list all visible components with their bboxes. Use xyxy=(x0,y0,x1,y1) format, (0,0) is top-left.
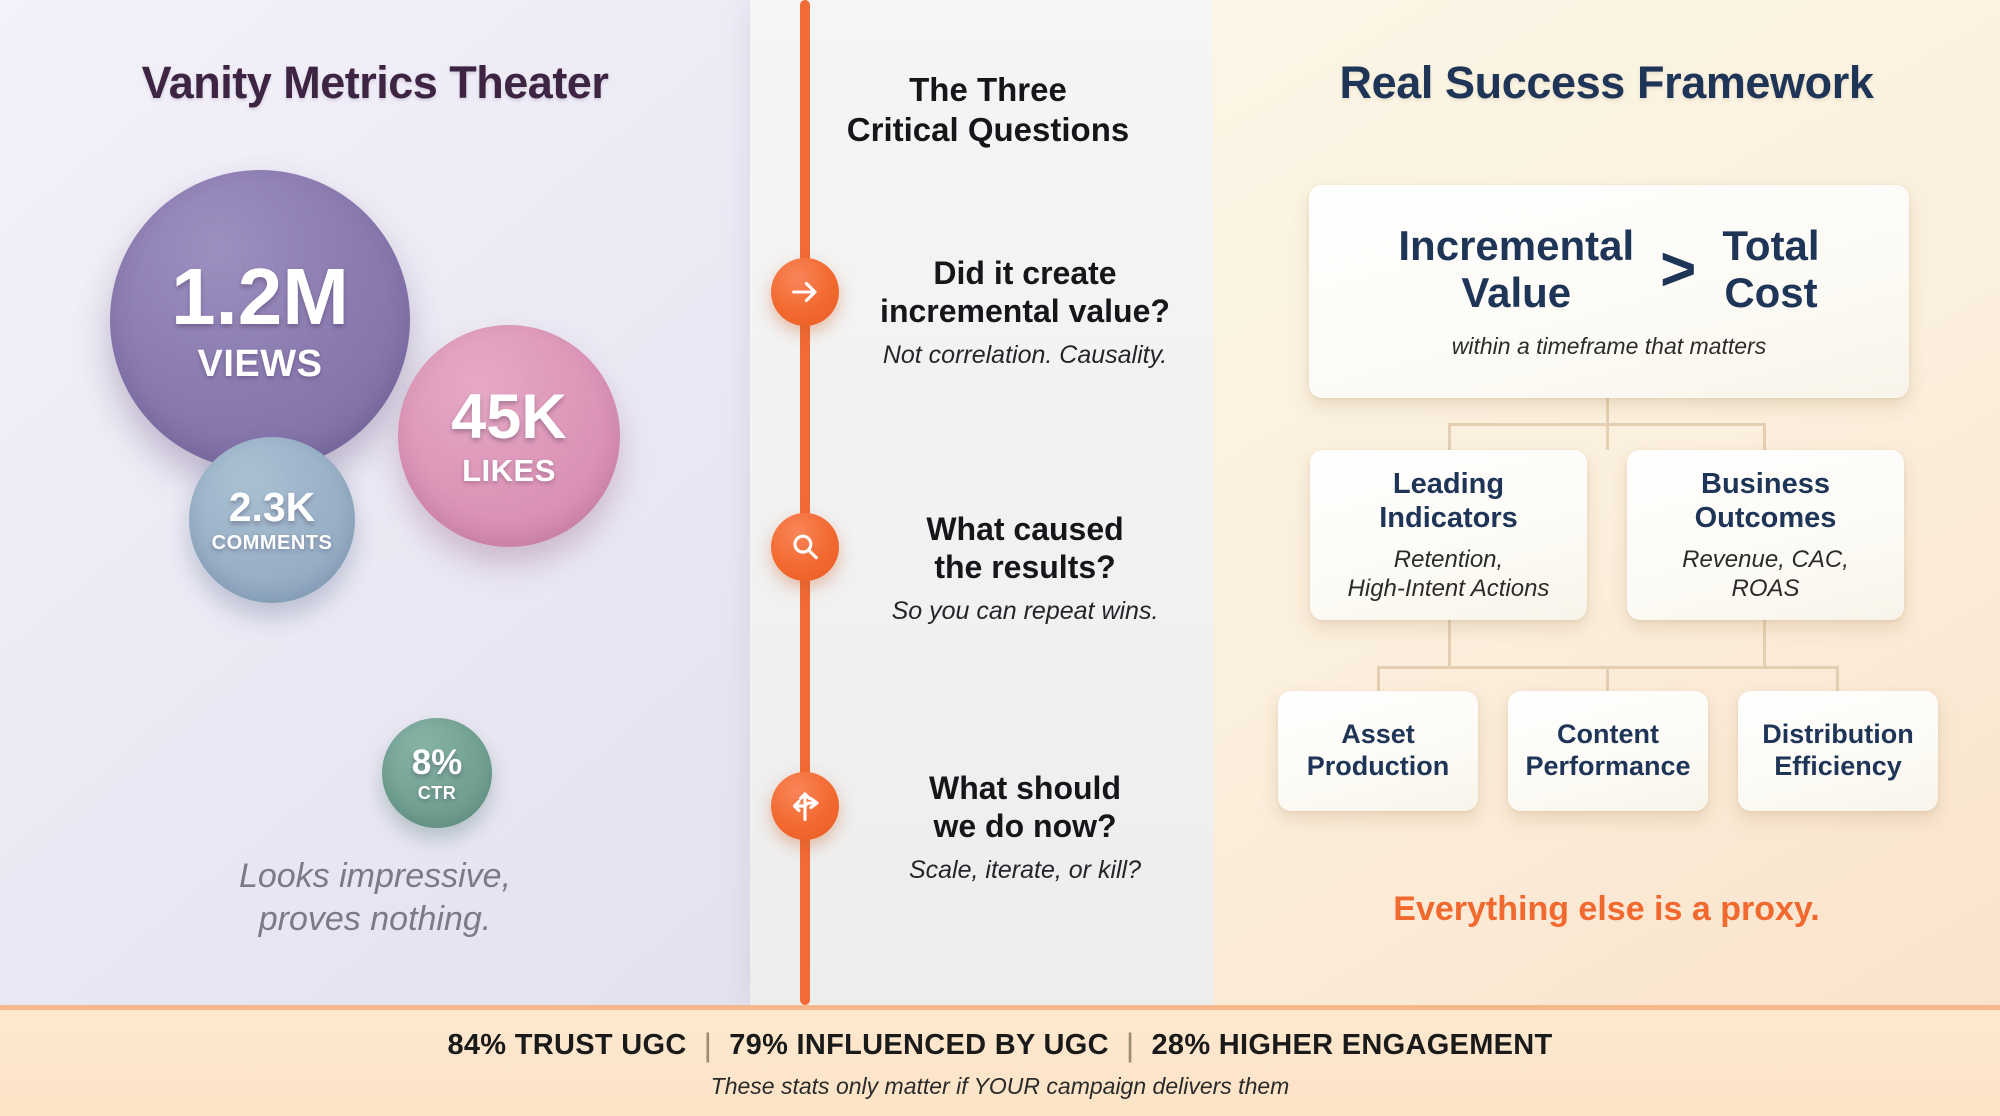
comments-bubble: 2.3K COMMENTS xyxy=(189,437,355,603)
banner-stat-1: 84% TRUST UGC xyxy=(447,1028,687,1061)
views-bubble: 1.2M VIEWS xyxy=(110,170,410,470)
content-performance-heading: Content Performance xyxy=(1525,719,1690,783)
formula-left-term: Incremental Value xyxy=(1398,223,1634,315)
comments-value: 2.3K xyxy=(228,484,316,530)
banner-stat-3: 28% HIGHER ENGAGEMENT xyxy=(1151,1028,1553,1061)
question-3-block: What should we do now? Scale, iterate, o… xyxy=(845,770,1205,885)
connector-tier2-right-drop xyxy=(1763,423,1766,451)
business-outcomes-heading-line-1: Business xyxy=(1701,467,1830,500)
business-outcomes-sub-line-2: ROAS xyxy=(1731,575,1800,603)
views-value: 1.2M xyxy=(171,252,349,341)
connector-tier3-drop-3 xyxy=(1836,666,1839,693)
formula-left-line-1: Incremental xyxy=(1398,222,1635,270)
question-2-heading-line-1: What caused xyxy=(926,511,1124,547)
formula-card: Incremental Value > Total Cost within a … xyxy=(1309,185,1909,398)
ctr-bubble: 8% CTR xyxy=(382,718,492,828)
content-performance-line-2: Performance xyxy=(1525,751,1691,781)
leading-indicators-sub-line-1: Retention, xyxy=(1393,545,1504,573)
greater-than-icon: > xyxy=(1660,234,1697,304)
connector-tier3-drop-1 xyxy=(1377,666,1380,693)
question-2-heading: What caused the results? xyxy=(845,511,1205,587)
right-panel-title: Real Success Framework xyxy=(1339,57,1874,108)
question-1-node xyxy=(771,258,839,326)
likes-label: LIKES xyxy=(462,453,556,488)
distribution-efficiency-heading: Distribution Efficiency xyxy=(1762,719,1913,783)
business-outcomes-card: Business Outcomes Revenue, CAC, ROAS xyxy=(1627,450,1904,620)
content-performance-line-1: Content xyxy=(1557,719,1659,750)
business-outcomes-subtext: Revenue, CAC, ROAS xyxy=(1682,545,1849,604)
formula-right-line-1: Total xyxy=(1722,222,1820,270)
leading-indicators-heading-line-1: Leading xyxy=(1392,467,1505,500)
connector-tier3-right-stem xyxy=(1763,620,1766,668)
leading-indicators-card: Leading Indicators Retention, High-Inten… xyxy=(1310,450,1587,620)
branching-arrows-icon xyxy=(787,788,823,824)
timeline-rail xyxy=(800,0,810,1005)
leading-indicators-subtext: Retention, High-Intent Actions xyxy=(1348,545,1550,604)
connector-tier2-left-drop xyxy=(1448,423,1451,451)
critical-questions-panel xyxy=(750,0,1213,1005)
vanity-metrics-panel: Vanity Metrics Theater 1.2M VIEWS 45K LI… xyxy=(0,0,750,1005)
formula-note: within a timeframe that matters xyxy=(1451,332,1767,359)
question-3-heading-line-1: What should xyxy=(929,770,1121,806)
content-performance-card: Content Performance xyxy=(1508,691,1708,811)
connector-tier3-drop-2 xyxy=(1606,666,1609,693)
middle-title-line-1: The Three xyxy=(909,71,1067,108)
banner-note: These stats only matter if YOUR campaign… xyxy=(710,1072,1290,1099)
question-2-block: What caused the results? So you can repe… xyxy=(845,511,1205,626)
connector-tier2-bus xyxy=(1448,423,1765,426)
likes-bubble: 45K LIKES xyxy=(398,325,620,547)
leading-indicators-heading-line-2: Indicators xyxy=(1379,501,1518,534)
asset-production-card: Asset Production xyxy=(1278,691,1478,811)
question-2-subtext: So you can repeat wins. xyxy=(891,596,1159,625)
ctr-label: CTR xyxy=(417,782,457,803)
question-3-heading-line-2: we do now? xyxy=(933,807,1117,844)
distribution-efficiency-line-1: Distribution xyxy=(1762,719,1914,750)
business-outcomes-heading-line-2: Outcomes xyxy=(1694,501,1837,534)
ctr-value: 8% xyxy=(411,742,463,782)
arrow-right-icon xyxy=(788,275,822,309)
caption-line-2: proves nothing. xyxy=(258,900,492,939)
asset-production-line-1: Asset xyxy=(1341,719,1415,750)
question-3-heading: What should we do now? xyxy=(845,770,1205,846)
leading-indicators-heading: Leading Indicators xyxy=(1379,467,1518,535)
middle-panel-title: The Three Critical Questions xyxy=(778,70,1198,151)
proxy-statement: Everything else is a proxy. xyxy=(1393,890,1820,928)
question-1-block: Did it create incremental value? Not cor… xyxy=(845,255,1205,370)
left-panel-caption: Looks impressive, proves nothing. xyxy=(0,855,750,941)
banner-stats-row: 84% TRUST UGC | 79% INFLUENCED BY UGC | … xyxy=(447,1027,1552,1064)
formula-left-line-2: Value xyxy=(1461,268,1572,316)
banner-stat-2: 79% INFLUENCED BY UGC xyxy=(729,1028,1109,1061)
caption-line-1: Looks impressive, xyxy=(238,857,512,895)
banner-separator-2: | xyxy=(1125,1026,1135,1063)
question-1-heading: Did it create incremental value? xyxy=(845,255,1205,331)
likes-value: 45K xyxy=(451,382,567,452)
question-1-subtext: Not correlation. Causality. xyxy=(882,340,1168,369)
middle-title-line-2: Critical Questions xyxy=(846,111,1130,149)
comments-label: COMMENTS xyxy=(211,532,333,554)
question-2-node xyxy=(771,513,839,581)
distribution-efficiency-line-2: Efficiency xyxy=(1774,751,1902,781)
formula-right-line-2: Cost xyxy=(1724,268,1818,316)
views-label: VIEWS xyxy=(197,343,323,385)
question-3-node xyxy=(771,772,839,840)
asset-production-heading: Asset Production xyxy=(1307,719,1450,783)
distribution-efficiency-card: Distribution Efficiency xyxy=(1738,691,1938,811)
leading-indicators-sub-line-2: High-Intent Actions xyxy=(1347,575,1550,603)
formula-right-term: Total Cost xyxy=(1722,223,1819,315)
magnifier-icon xyxy=(788,530,822,564)
stats-banner: 84% TRUST UGC | 79% INFLUENCED BY UGC | … xyxy=(0,1005,2000,1116)
connector-tier3-left-stem xyxy=(1448,620,1451,668)
business-outcomes-sub-line-1: Revenue, CAC, xyxy=(1682,545,1849,573)
question-3-subtext: Scale, iterate, or kill? xyxy=(908,855,1142,884)
banner-separator-1: | xyxy=(703,1026,713,1063)
question-1-heading-line-1: Did it create xyxy=(933,255,1117,291)
left-panel-title: Vanity Metrics Theater xyxy=(141,57,609,108)
formula-row: Incremental Value > Total Cost xyxy=(1398,223,1819,315)
business-outcomes-heading: Business Outcomes xyxy=(1695,467,1837,535)
question-2-heading-line-2: the results? xyxy=(934,548,1116,585)
question-1-heading-line-2: incremental value? xyxy=(880,292,1170,329)
asset-production-line-2: Production xyxy=(1306,751,1450,781)
